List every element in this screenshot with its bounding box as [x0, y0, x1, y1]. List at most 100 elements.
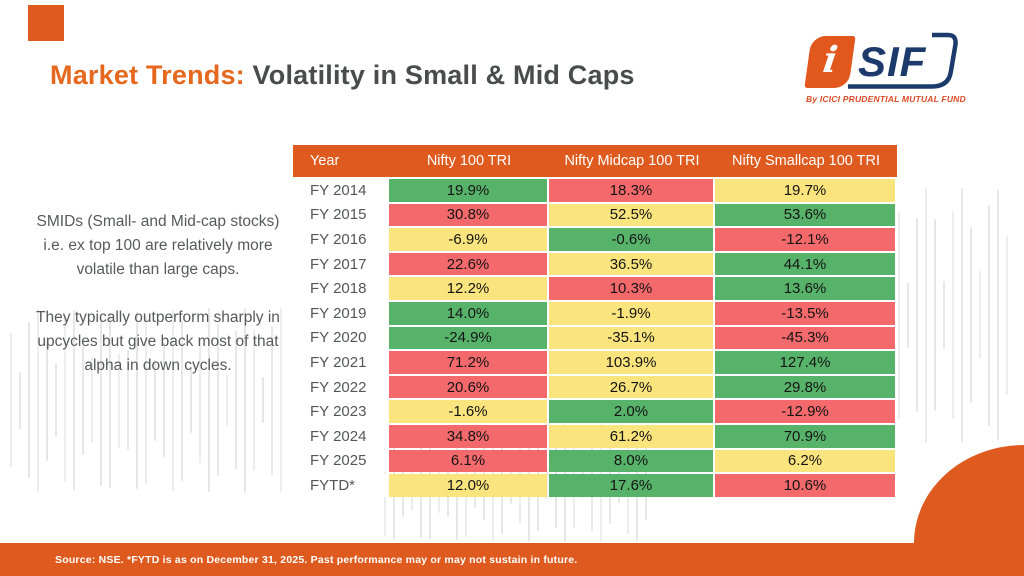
value-cell: 26.7% — [549, 375, 713, 399]
value-cell: -1.9% — [549, 301, 713, 325]
waveform-bar — [961, 188, 963, 442]
value-cell: 19.7% — [715, 179, 895, 202]
logo-mark: i SIF — [804, 34, 936, 90]
waveform-bar — [970, 227, 972, 403]
waveform-bar — [907, 282, 909, 348]
waveform-bar — [181, 319, 183, 481]
waveform-bar — [934, 219, 936, 411]
column-header-nifty100: Nifty 100 TRI — [426, 153, 512, 169]
value-cell: 70.9% — [715, 424, 895, 448]
value-cell: 53.6% — [715, 203, 895, 227]
value-cell: 20.6% — [389, 375, 547, 399]
waveform-bar — [28, 322, 30, 478]
column-header-smallcap100: Nifty Smallcap 100 TRI — [731, 153, 880, 169]
waveform-bar — [988, 204, 990, 426]
value-cell: 127.4% — [715, 351, 895, 374]
waveform-bar — [109, 312, 111, 488]
value-cell: 8.0% — [549, 449, 713, 473]
value-cell: 22.6% — [389, 252, 547, 276]
value-cell: 36.5% — [549, 252, 713, 276]
waveform-bar — [172, 309, 174, 491]
row-year-label: FY 2014 — [293, 179, 387, 202]
row-year-label: FY 2020 — [293, 326, 387, 350]
value-cell: -1.6% — [389, 400, 547, 423]
waveform-bar — [1006, 235, 1008, 395]
value-cell: -35.1% — [549, 326, 713, 350]
waveform-bar — [145, 315, 147, 485]
waveform-bar — [546, 467, 548, 499]
column-header-midcap100: Nifty Midcap 100 TRI — [564, 153, 700, 169]
value-cell: -0.6% — [549, 228, 713, 251]
row-year-label: FY 2022 — [293, 375, 387, 399]
waveform-bar — [280, 308, 282, 492]
waveform-bar — [943, 281, 945, 349]
value-cell: 6.1% — [389, 449, 547, 473]
page-title: Market Trends: Volatility in Small & Mid… — [50, 60, 635, 91]
waveform-bar — [190, 367, 192, 433]
row-year-label: FY 2015 — [293, 203, 387, 227]
waveform-bar — [127, 350, 129, 450]
value-cell: 14.0% — [389, 301, 547, 325]
waveform-bar — [37, 308, 39, 492]
waveform-bar — [10, 333, 12, 467]
value-cell: 2.0% — [549, 400, 713, 423]
table-header-row: Year Nifty 100 TRI Nifty Midcap 100 TRI … — [293, 145, 897, 177]
waveform-bar — [136, 311, 138, 489]
waveform-bar — [82, 345, 84, 455]
waveform-bar — [898, 211, 900, 419]
note-paragraph-2: They typically outperform sharply in upc… — [36, 309, 280, 375]
waveform-bar — [217, 324, 219, 476]
waveform-bar — [244, 307, 246, 493]
value-cell: 103.9% — [549, 351, 713, 374]
page-title-rest: Volatility in Small & Mid Caps — [244, 60, 635, 90]
value-cell: -24.9% — [389, 326, 547, 350]
value-cell: 10.6% — [715, 474, 895, 497]
value-cell: -12.9% — [715, 400, 895, 423]
row-year-label: FY 2021 — [293, 351, 387, 374]
sidebar-note: SMIDs (Small- and Mid-cap stocks) i.e. e… — [28, 210, 288, 378]
value-cell: 44.1% — [715, 252, 895, 276]
waveform-bar — [271, 325, 273, 475]
value-cell: 19.9% — [389, 179, 547, 202]
value-cell: 61.2% — [549, 424, 713, 448]
waveform-bar — [952, 211, 954, 419]
value-cell: 12.2% — [389, 277, 547, 300]
row-year-label: FY 2016 — [293, 228, 387, 251]
waveform-bar — [55, 364, 57, 436]
waveform-bar — [262, 377, 264, 423]
waveform-bar — [253, 329, 255, 471]
waveform-bar — [64, 318, 66, 482]
footer-curve-decor — [914, 445, 1024, 543]
value-cell: -13.5% — [715, 301, 895, 325]
waveform-bar — [199, 337, 201, 463]
source-disclaimer: Source: NSE. *FYTD is as on December 31,… — [55, 553, 578, 566]
value-cell: -45.3% — [715, 326, 895, 350]
value-cell: 18.3% — [549, 179, 713, 202]
waveform-bar — [100, 314, 102, 486]
waveform-bar — [979, 271, 981, 359]
value-cell: 13.6% — [715, 277, 895, 300]
waveform-bar — [91, 357, 93, 443]
value-cell: 12.0% — [389, 474, 547, 497]
waveform-bar — [208, 308, 210, 492]
value-cell: 52.5% — [549, 203, 713, 227]
row-year-label: FY 2023 — [293, 400, 387, 423]
waveform-bar — [925, 187, 927, 443]
value-cell: 17.6% — [549, 474, 713, 497]
note-paragraph-1: SMIDs (Small- and Mid-cap stocks) i.e. e… — [36, 213, 280, 279]
value-cell: 6.2% — [715, 449, 895, 473]
waveform-bar — [163, 343, 165, 457]
value-cell: 10.3% — [549, 277, 713, 300]
waveform-bar — [118, 352, 120, 448]
row-year-label: FYTD* — [293, 474, 387, 497]
accent-square — [28, 5, 64, 41]
row-year-label: FY 2024 — [293, 424, 387, 448]
isif-logo: i SIF By ICICI PRUDENTIAL MUTUAL FUND — [800, 32, 970, 110]
waveform-bar — [235, 331, 237, 469]
row-year-label: FY 2017 — [293, 252, 387, 276]
value-cell: 34.8% — [389, 424, 547, 448]
value-cell: 30.8% — [389, 203, 547, 227]
waveform-bar — [997, 190, 999, 440]
logo-swoosh-icon — [848, 32, 958, 89]
footer-bar: Source: NSE. *FYTD is as on December 31,… — [0, 543, 1024, 576]
